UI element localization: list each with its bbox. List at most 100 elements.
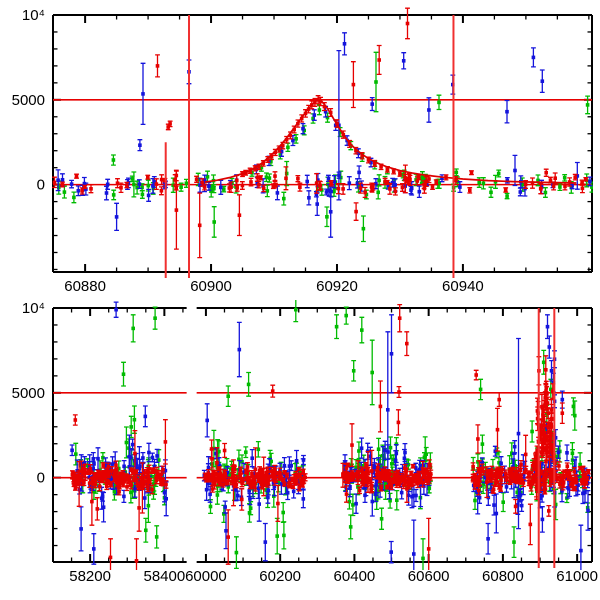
data-point bbox=[132, 405, 137, 434]
data-point bbox=[557, 183, 563, 192]
data-point bbox=[348, 514, 354, 540]
data-point bbox=[503, 469, 509, 478]
data-point bbox=[526, 470, 532, 479]
data-point bbox=[206, 474, 212, 483]
series-red bbox=[52, 7, 589, 259]
data-point bbox=[353, 493, 359, 514]
data-point bbox=[383, 474, 389, 482]
data-point bbox=[530, 177, 535, 189]
data-point bbox=[421, 183, 427, 194]
data-point bbox=[130, 314, 136, 343]
data-point bbox=[401, 52, 407, 70]
data-point bbox=[142, 486, 148, 510]
y-tick-label: 10⁴ bbox=[22, 7, 45, 24]
data-point bbox=[457, 181, 463, 194]
data-point bbox=[79, 187, 85, 195]
data-point bbox=[355, 148, 361, 159]
data-point bbox=[243, 446, 249, 459]
data-point bbox=[387, 492, 393, 509]
data-point bbox=[121, 361, 126, 387]
data-point bbox=[485, 522, 491, 555]
data-point bbox=[245, 477, 251, 485]
data-point bbox=[60, 181, 65, 188]
data-point bbox=[545, 396, 550, 410]
data-point bbox=[358, 182, 363, 194]
data-point bbox=[55, 169, 61, 192]
data-point bbox=[255, 440, 261, 458]
data-point bbox=[311, 109, 317, 121]
data-point bbox=[282, 470, 288, 475]
data-point bbox=[86, 469, 92, 476]
data-point bbox=[519, 499, 525, 513]
data-point bbox=[272, 180, 278, 189]
data-point bbox=[539, 506, 545, 533]
data-point bbox=[373, 51, 379, 113]
axis-tick-labels: 60880 60900 60920 60940 0 5000 10⁴ bbox=[12, 7, 484, 295]
data-point bbox=[118, 182, 124, 194]
data-point bbox=[577, 452, 583, 477]
data-point bbox=[274, 517, 280, 555]
data-point bbox=[284, 160, 290, 187]
x-tick-label: 60900 bbox=[190, 278, 232, 295]
data-point bbox=[239, 181, 245, 190]
data-point bbox=[472, 474, 478, 480]
data-point bbox=[511, 526, 517, 559]
data-point bbox=[211, 206, 217, 238]
data-point bbox=[69, 179, 74, 189]
data-point bbox=[222, 442, 228, 459]
data-point bbox=[545, 314, 550, 340]
data-point bbox=[152, 306, 158, 330]
data-point bbox=[70, 470, 75, 480]
data-point bbox=[543, 187, 548, 198]
data-point bbox=[295, 174, 301, 183]
data-point bbox=[134, 180, 140, 195]
data-point bbox=[546, 504, 552, 517]
data-point bbox=[362, 475, 368, 482]
data-point bbox=[475, 424, 481, 454]
data-point bbox=[404, 474, 410, 503]
model-fit-curve bbox=[204, 99, 577, 184]
data-point bbox=[512, 477, 518, 483]
data-point bbox=[480, 434, 485, 454]
data-point bbox=[369, 449, 375, 493]
data-point bbox=[531, 47, 536, 68]
data-point bbox=[526, 479, 532, 487]
data-point bbox=[256, 180, 262, 189]
data-point bbox=[275, 484, 281, 523]
data-point bbox=[349, 470, 355, 477]
data-point bbox=[108, 538, 113, 570]
data-point bbox=[247, 492, 253, 506]
data-point bbox=[512, 154, 518, 187]
event-marker-lines-vertical bbox=[164, 15, 455, 278]
data-point bbox=[73, 442, 79, 466]
data-point bbox=[91, 533, 97, 565]
data-point bbox=[375, 185, 381, 200]
data-point bbox=[118, 471, 124, 478]
data-point bbox=[296, 466, 302, 472]
data-point bbox=[535, 174, 541, 187]
data-layer bbox=[52, 7, 593, 259]
data-point bbox=[272, 171, 278, 182]
data-point bbox=[426, 97, 432, 123]
data-point bbox=[496, 169, 502, 178]
data-point bbox=[317, 180, 323, 190]
data-point bbox=[567, 177, 573, 187]
data-point bbox=[231, 459, 236, 507]
axis-ticks bbox=[53, 308, 592, 562]
data-point bbox=[426, 459, 432, 470]
x-tick-label: 58400 bbox=[144, 568, 186, 585]
series-green bbox=[56, 51, 593, 243]
data-point bbox=[114, 202, 119, 232]
data-point bbox=[286, 478, 292, 487]
data-point bbox=[114, 467, 119, 477]
data-point bbox=[82, 463, 88, 482]
top-panel: 60880 60900 60920 60940 0 5000 10⁴ bbox=[12, 7, 593, 295]
data-point bbox=[97, 470, 103, 477]
data-point bbox=[480, 467, 486, 476]
data-point bbox=[113, 301, 119, 318]
data-point bbox=[393, 187, 398, 196]
data-point bbox=[408, 470, 414, 477]
data-point bbox=[490, 489, 496, 494]
data-point bbox=[507, 467, 513, 476]
